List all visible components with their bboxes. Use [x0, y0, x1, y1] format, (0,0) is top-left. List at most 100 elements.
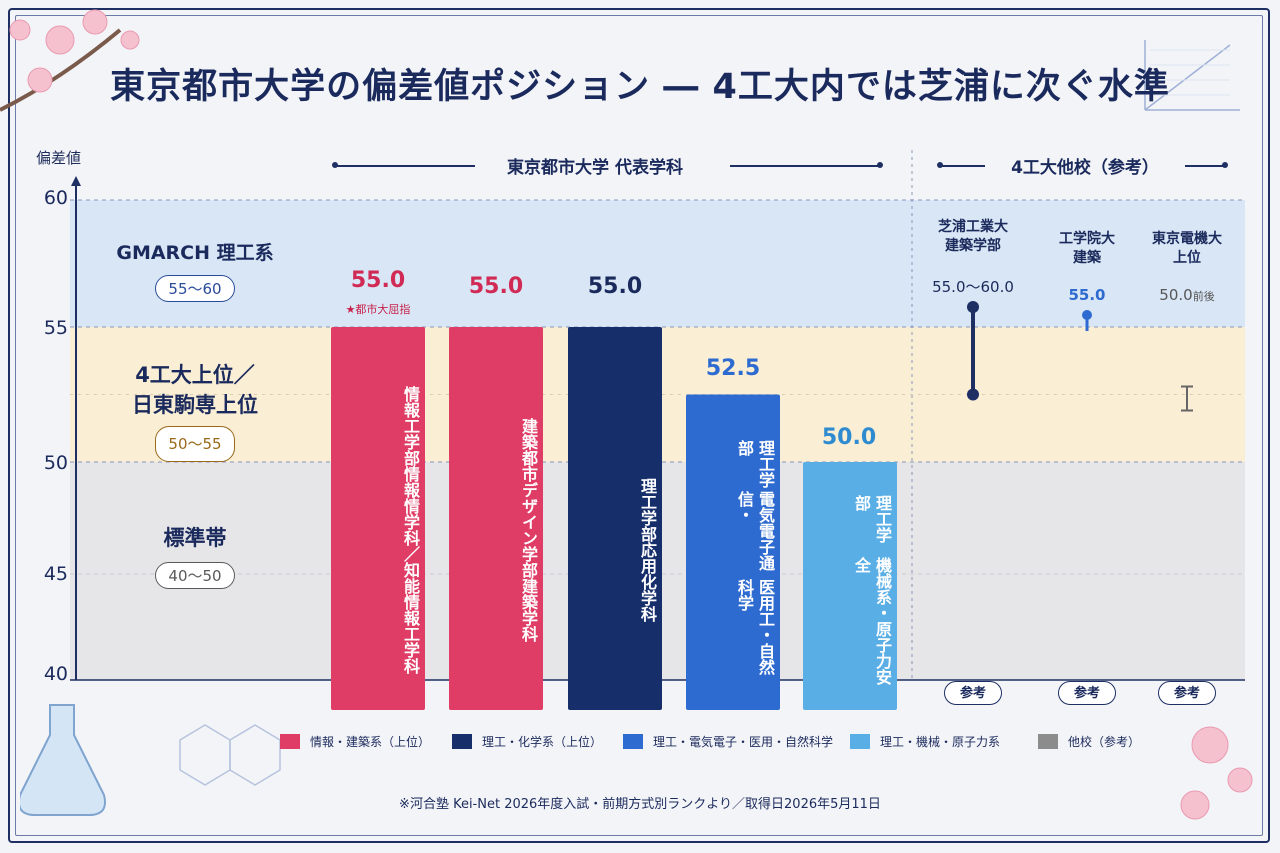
- other-school-value: 55.0: [1068, 286, 1106, 304]
- other-school-line: 建築: [1073, 250, 1101, 266]
- legend-swatch: [280, 733, 300, 749]
- other-school-value: 55.0〜60.0: [932, 278, 1014, 296]
- range-marker: [967, 301, 979, 313]
- section-dot: [877, 162, 883, 168]
- bar-category-line: 理工学部: [852, 495, 892, 543]
- section-main-title: 東京都市大学 代表学科: [507, 158, 683, 178]
- section-dot: [937, 162, 943, 168]
- bar-category-line: 建築都市: [519, 418, 538, 482]
- other-school-line: 建築学部: [945, 238, 1001, 254]
- legend-swatch: [623, 733, 643, 749]
- section-line: [1185, 165, 1225, 167]
- bar-category-line: 機械系・原子力安全: [852, 556, 892, 685]
- bar-category-label: 理工学部 応用化学科: [570, 420, 658, 680]
- bar-category-line: 情報情学科／: [401, 466, 420, 562]
- bar-value-label: 55.0: [587, 274, 643, 299]
- y-tick-label: 60: [43, 187, 68, 209]
- range-marker: [1082, 310, 1092, 320]
- range-marker: [967, 388, 979, 401]
- band-range-pill: 55〜60: [155, 275, 235, 302]
- legend-item: 理工・機械・原子力系: [850, 729, 1000, 753]
- bar-value-label: 52.5: [705, 356, 761, 381]
- reference-badge: 参考: [1158, 681, 1216, 705]
- outer-border: [8, 8, 1270, 843]
- legend-swatch: [850, 733, 870, 749]
- bar-category-line: 情報工学部: [401, 386, 420, 466]
- band-label-4kodai: 4工大上位／ 日東駒専上位 50〜55: [90, 360, 300, 462]
- other-school-line: 東京電機大: [1152, 231, 1222, 247]
- other-school-value-number: 50.0: [1159, 286, 1193, 304]
- bar-category-line: 理工学部: [735, 440, 775, 488]
- legend-label: 理工・化学系（上位）: [482, 734, 603, 749]
- bar-category-label: 建築都市 デザイン学部 建築学科: [451, 380, 539, 680]
- y-tick-label: 45: [43, 563, 68, 585]
- y-axis-title: 偏差値: [36, 149, 82, 167]
- section-dot: [332, 162, 338, 168]
- legend-label: 情報・建築系（上位）: [310, 734, 431, 749]
- bar-category-line: 理工学部: [638, 478, 657, 542]
- bar-category-line: 応用化学科: [638, 542, 657, 622]
- bar-category-label: 理工学部 電気電子通信・ 医用工・自然科学: [688, 440, 776, 680]
- bar: [803, 462, 897, 710]
- bar-category-label: 理工学部 機械系・原子力安全: [805, 495, 893, 695]
- bar-category-label: 情報工学部 情報情学科／ 知能情報工学科: [333, 380, 421, 680]
- other-school-name: 工学院大 建築: [1032, 230, 1142, 268]
- other-school-value: 50.0前後: [1132, 286, 1242, 304]
- y-tick-label: 50: [43, 452, 68, 474]
- bar-category-line: 医用工・自然科学: [735, 578, 775, 675]
- other-school-name: 芝浦工業大 建築学部: [918, 218, 1028, 256]
- chemistry-sketch-icon: [20, 704, 281, 816]
- bar-value-label: 50.0: [821, 425, 877, 450]
- section-line: [940, 165, 985, 167]
- band-name-line: 4工大上位／: [135, 363, 255, 387]
- band-label-gmarch: GMARCH 理工系 55〜60: [90, 238, 300, 302]
- bar: [331, 327, 425, 710]
- other-school-line: 工学院大: [1059, 231, 1115, 247]
- legend-label: 理工・電気電子・医用・自然科学: [653, 734, 834, 749]
- band-range-pill: 40〜50: [155, 562, 235, 589]
- bar-star-note: ★都市大屈指: [345, 303, 411, 316]
- reference-badge: 参考: [944, 681, 1002, 705]
- legend-item: 理工・電気電子・医用・自然科学: [623, 729, 833, 753]
- bar: [686, 394, 780, 710]
- other-school-name: 東京電機大 上位: [1132, 230, 1242, 268]
- inner-border: [15, 15, 1263, 836]
- bar-category-line: 建築学科: [519, 578, 538, 642]
- section-dot: [1222, 162, 1228, 168]
- legend-item: 理工・化学系（上位）: [452, 729, 602, 753]
- bar-category-line: デザイン学部: [519, 482, 538, 578]
- legend-label: 他校（参考）: [1068, 734, 1141, 749]
- band-gmarch: [70, 200, 1245, 327]
- cherry-blossom-icon: [0, 9, 140, 112]
- section-line: [730, 165, 880, 167]
- y-axis-arrow: [71, 176, 81, 186]
- band-name-line: 日東駒専上位: [132, 393, 258, 417]
- legend-swatch: [1038, 733, 1058, 749]
- legend-swatch: [452, 733, 472, 749]
- bar-value-label: 55.0: [468, 274, 524, 299]
- legend: 情報・建築系（上位） 理工・化学系（上位） 理工・電気電子・医用・自然科学 理工…: [280, 729, 1180, 753]
- band-range-pill: 50〜55: [155, 426, 235, 462]
- legend-item: 情報・建築系（上位）: [280, 729, 430, 753]
- footnote: ※河合塾 Kei-Net 2026年度入試・前期方式別ランクより／取得日2026…: [399, 797, 881, 812]
- y-tick-label: 55: [43, 317, 68, 339]
- bar-category-line: 電気電子通信・: [735, 490, 775, 571]
- other-school-line: 芝浦工業大: [938, 219, 1008, 235]
- bar-value-label: 55.0: [350, 268, 406, 293]
- graph-sketch-icon: [1144, 40, 1240, 111]
- reference-badge: 参考: [1058, 681, 1116, 705]
- section-line: [335, 165, 475, 167]
- bar-category-line: 知能情報工学科: [401, 562, 420, 674]
- other-school-value-suffix: 前後: [1192, 290, 1215, 303]
- band-label-standard: 標準帯 40〜50: [90, 522, 300, 589]
- legend-item: 他校（参考）: [1038, 729, 1140, 753]
- band-name: 標準帯: [163, 526, 227, 550]
- section-others-title: 4工大他校（参考）: [1011, 158, 1159, 178]
- cherry-blossom-icon: [1180, 726, 1253, 820]
- legend-label: 理工・機械・原子力系: [880, 734, 1001, 749]
- other-school-line: 上位: [1173, 250, 1201, 266]
- bar: [449, 327, 543, 710]
- page-title: 東京都市大学の偏差値ポジション ― 4工大内では芝浦に次ぐ水準: [110, 67, 1170, 107]
